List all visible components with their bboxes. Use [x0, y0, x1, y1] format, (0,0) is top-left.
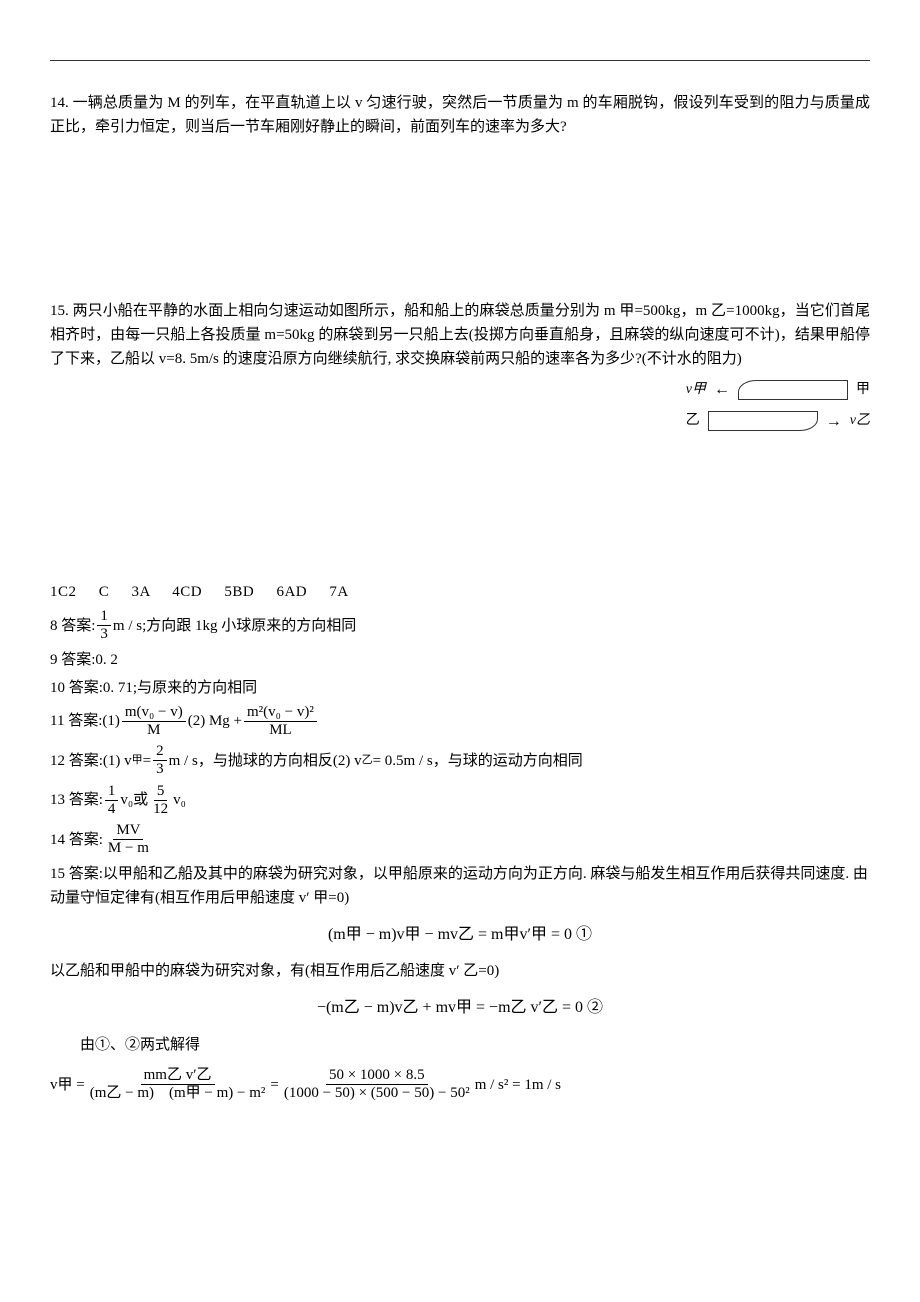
a11-prefix: 11 答案:(1) [50, 709, 120, 733]
a15-line1: 15 答案:以甲船和乙船及其中的麻袋为研究对象，以甲船原来的运动方向为正方向. … [50, 862, 870, 910]
problem-14-text: 14. 一辆总质量为 M 的列车，在平直轨道上以 v 匀速行驶，突然后一节质量为… [50, 91, 870, 139]
a15-eq2: −(m乙 − m)v乙 + mv甲 = −m乙 v′乙 = 0 ② [50, 995, 870, 1021]
a8-den: 3 [97, 626, 111, 643]
a15-lhs: v甲 = [50, 1073, 85, 1097]
a15-ff2-den: (1000 − 50) × (500 − 50) − 50² [281, 1085, 473, 1102]
a13-f2-num: 5 [154, 783, 168, 801]
a12-num: 2 [153, 743, 167, 761]
a12-den: 3 [153, 761, 167, 778]
yi-label: 乙 [686, 410, 700, 432]
a15-ff2-num: 50 × 1000 × 8.5 [326, 1067, 428, 1085]
a14-den: M − m [105, 840, 152, 857]
a8-num: 1 [97, 608, 111, 626]
a8-fraction: 1 3 [97, 608, 111, 644]
a15-ff2: 50 × 1000 × 8.5 (1000 − 50) × (500 − 50)… [281, 1067, 473, 1103]
a13-frac2: 5 12 [150, 783, 171, 819]
boat-jia-shape [738, 380, 848, 400]
boat-yi-shape [708, 411, 818, 431]
a12-sub-jia: 甲 [132, 752, 143, 770]
v-jia-label: v甲 [686, 379, 706, 401]
answer-9: 9 答案:0. 2 [50, 648, 870, 672]
answer-10: 10 答案:0. 71;与原来的方向相同 [50, 676, 870, 700]
a15-final: v甲 = mm乙 v′乙 (m乙 − m) (m甲 − m) − m² = 50… [50, 1067, 870, 1103]
arrow-right-icon: → [826, 409, 842, 435]
a15-line3: 由①、②两式解得 [50, 1033, 870, 1057]
a14-num: MV [113, 822, 143, 840]
a13-prefix: 13 答案: [50, 788, 103, 812]
a13-v0b: v₀ [173, 788, 186, 812]
a11-f1-num: m(v₀ − v) [122, 704, 186, 722]
answer-12: 12 答案:(1) v 甲 = 2 3 m / s ，与抛球的方向相反(2) v… [50, 743, 870, 779]
a15-tail: m / s² = 1m / s [475, 1073, 561, 1097]
a12-tail: ，与球的运动方向相同 [433, 749, 583, 773]
a12-eq2: = 0.5m / s [373, 749, 433, 773]
a15-ff1: mm乙 v′乙 (m乙 − m) (m甲 − m) − m² [87, 1067, 269, 1103]
a15-ff1-den: (m乙 − m) (m甲 − m) − m² [87, 1085, 269, 1102]
a14-prefix: 14 答案: [50, 828, 103, 852]
a8-unit: m / s [113, 614, 142, 638]
a11-f2-num: m²(v₀ − v)² [244, 704, 317, 722]
answer-8: 8 答案: 1 3 m / s ;方向跟 1kg 小球原来的方向相同 [50, 608, 870, 644]
answer-13: 13 答案: 1 4 v₀ 或 5 12 v₀ [50, 783, 870, 819]
top-rule [50, 60, 870, 61]
a11-frac2: m²(v₀ − v)² ML [244, 704, 317, 740]
problem-14: 14. 一辆总质量为 M 的列车，在平直轨道上以 v 匀速行驶，突然后一节质量为… [50, 91, 870, 139]
a11-f1-den: M [144, 722, 163, 739]
a12-mid: ，与抛球的方向相反(2) v [198, 749, 362, 773]
short-answers: 1C2 C 3A 4CD 5BD 6AD 7A [50, 580, 870, 604]
a13-f1-den: 4 [105, 801, 119, 818]
answer-14: 14 答案: MV M − m [50, 822, 870, 858]
a11-mid: (2) Mg + [188, 709, 242, 733]
spacer-2 [50, 470, 870, 570]
v-yi-label: v乙 [850, 410, 870, 432]
problem-15: 15. 两只小船在平静的水面上相向匀速运动如图所示，船和船上的麻袋总质量分别为 … [50, 299, 870, 440]
a12-unit1: m / s [169, 749, 198, 773]
arrow-left-icon: ← [714, 377, 730, 403]
a8-tail: ;方向跟 1kg 小球原来的方向相同 [142, 614, 356, 638]
a12-eq1: = [143, 749, 151, 773]
spacer-1 [50, 169, 870, 299]
answers-block: 1C2 C 3A 4CD 5BD 6AD 7A 8 答案: 1 3 m / s … [50, 580, 870, 1102]
a15-line2: 以乙船和甲船中的麻袋为研究对象，有(相互作用后乙船速度 v′ 乙=0) [50, 959, 870, 983]
a13-or: 或 [133, 788, 148, 812]
boat-row-jia: v甲 ← 甲 [630, 377, 870, 403]
a13-frac1: 1 4 [105, 783, 119, 819]
boat-figure: v甲 ← 甲 乙 → v乙 [630, 371, 870, 440]
a15-ff1-num: mm乙 v′乙 [141, 1067, 215, 1085]
a15-eq1: (m甲 − m)v甲 − mv乙 = m甲v′甲 = 0 ① [50, 922, 870, 948]
a11-f2-den: ML [266, 722, 295, 739]
a13-v0a: v₀ [120, 788, 133, 812]
a13-f1-num: 1 [105, 783, 119, 801]
a12-frac: 2 3 [153, 743, 167, 779]
a11-frac1: m(v₀ − v) M [122, 704, 186, 740]
a13-f2-den: 12 [150, 801, 171, 818]
a14-frac: MV M − m [105, 822, 152, 858]
problem-15-text: 15. 两只小船在平静的水面上相向匀速运动如图所示，船和船上的麻袋总质量分别为 … [50, 299, 870, 371]
a12-prefix: 12 答案:(1) v [50, 749, 132, 773]
answer-11: 11 答案:(1) m(v₀ − v) M (2) Mg + m²(v₀ − v… [50, 704, 870, 740]
jia-label: 甲 [856, 379, 870, 401]
a15-eq: = [270, 1073, 278, 1097]
a8-prefix: 8 答案: [50, 614, 95, 638]
a12-sub-yi: 乙 [362, 752, 373, 770]
boat-row-yi: 乙 → v乙 [630, 409, 870, 435]
